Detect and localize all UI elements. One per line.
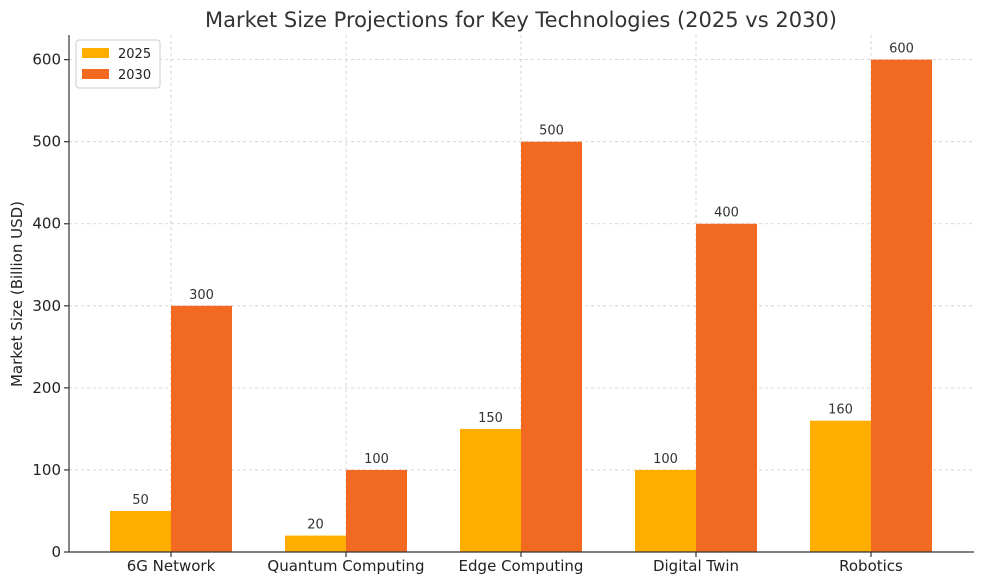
data-label: 150 [478,411,503,426]
y-axis-label: Market Size (Billion USD) [8,201,26,387]
bar-2030-6g-network [171,305,232,552]
bar-2030-edge-computing [521,141,582,552]
data-label: 500 [539,124,564,139]
legend-label-2025: 2025 [118,47,151,62]
data-label: 100 [364,452,389,467]
y-tick-label: 600 [32,51,61,69]
bar-2030-robotics [871,59,932,552]
bar-2025-digital-twin [635,469,696,552]
bar-2025-6g-network [110,510,171,552]
data-label: 400 [714,206,739,221]
bar-2030-quantum-computing [346,469,407,552]
y-tick-label: 0 [51,543,61,561]
y-tick-label: 100 [32,461,61,479]
y-tick-label: 300 [32,297,61,315]
data-labels-layer: 50 20 150 100 160 300 100 500 400 600 [132,42,914,533]
x-tick-label: Digital Twin [653,557,739,575]
legend-label-2030: 2030 [118,68,151,83]
legend-swatch-2025 [82,48,109,58]
legend-swatch-2030 [82,69,109,79]
x-tick-label: Quantum Computing [267,557,424,575]
data-label: 160 [828,403,853,418]
data-label: 100 [653,452,678,467]
y-tick-label: 400 [32,215,61,233]
bar-2025-robotics [810,420,871,552]
bars-layer [110,59,932,552]
legend: 2025 2030 [75,39,161,89]
data-label: 50 [132,493,149,508]
y-tick-label: 500 [32,133,61,151]
data-label: 20 [307,518,324,533]
chart-title: Market Size Projections for Key Technolo… [205,8,837,32]
data-label: 600 [889,42,914,57]
x-tick-label: Robotics [839,557,903,575]
bar-2025-quantum-computing [285,535,346,552]
x-tick-label: 6G Network [127,557,216,575]
x-tick-label: Edge Computing [459,557,584,575]
y-tick-label: 200 [32,379,61,397]
data-label: 300 [189,288,214,303]
bar-2030-digital-twin [696,223,757,552]
axes-layer: 0 100 200 300 400 500 600 6G Network Quantum Com… [32,35,974,575]
bar-2025-edge-computing [460,428,521,552]
